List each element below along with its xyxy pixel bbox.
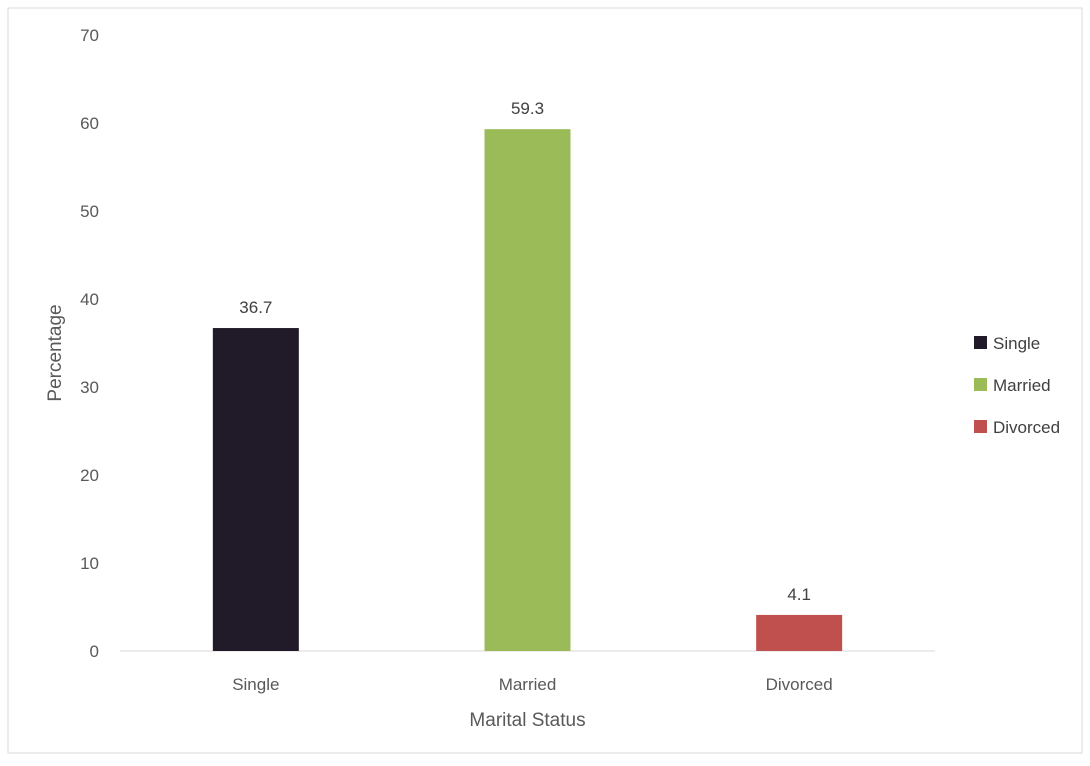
y-tick-label: 50 bbox=[80, 202, 99, 221]
legend-label-single: Single bbox=[993, 334, 1040, 353]
x-axis-title: Marital Status bbox=[469, 710, 585, 731]
legend-swatch-divorced bbox=[974, 420, 987, 433]
bar-single bbox=[212, 328, 299, 651]
x-axis-ticks: Single Married Divorced bbox=[232, 675, 833, 694]
legend: Single Married Divorced bbox=[974, 334, 1060, 437]
y-tick-label: 70 bbox=[80, 26, 99, 45]
bar-divorced bbox=[756, 614, 843, 651]
data-label-single: 36.7 bbox=[239, 298, 272, 317]
x-tick-label: Married bbox=[499, 675, 557, 694]
data-label-married: 59.3 bbox=[511, 99, 544, 118]
legend-swatch-single bbox=[974, 336, 987, 349]
data-label-divorced: 4.1 bbox=[787, 585, 811, 604]
x-tick-label: Divorced bbox=[766, 675, 833, 694]
y-axis-title: Percentage bbox=[45, 304, 66, 401]
legend-swatch-married bbox=[974, 378, 987, 391]
y-tick-label: 20 bbox=[80, 466, 99, 485]
y-tick-label: 30 bbox=[80, 378, 99, 397]
y-axis-ticks: 0 10 20 30 40 50 60 70 bbox=[80, 26, 99, 661]
y-tick-label: 60 bbox=[80, 114, 99, 133]
y-tick-label: 10 bbox=[80, 554, 99, 573]
bar-married bbox=[484, 129, 571, 651]
legend-label-married: Married bbox=[993, 376, 1051, 395]
bars: 36.7 59.3 4.1 bbox=[212, 99, 843, 651]
x-tick-label: Single bbox=[232, 675, 279, 694]
y-tick-label: 40 bbox=[80, 290, 99, 309]
y-tick-label: 0 bbox=[90, 642, 99, 661]
legend-label-divorced: Divorced bbox=[993, 418, 1060, 437]
